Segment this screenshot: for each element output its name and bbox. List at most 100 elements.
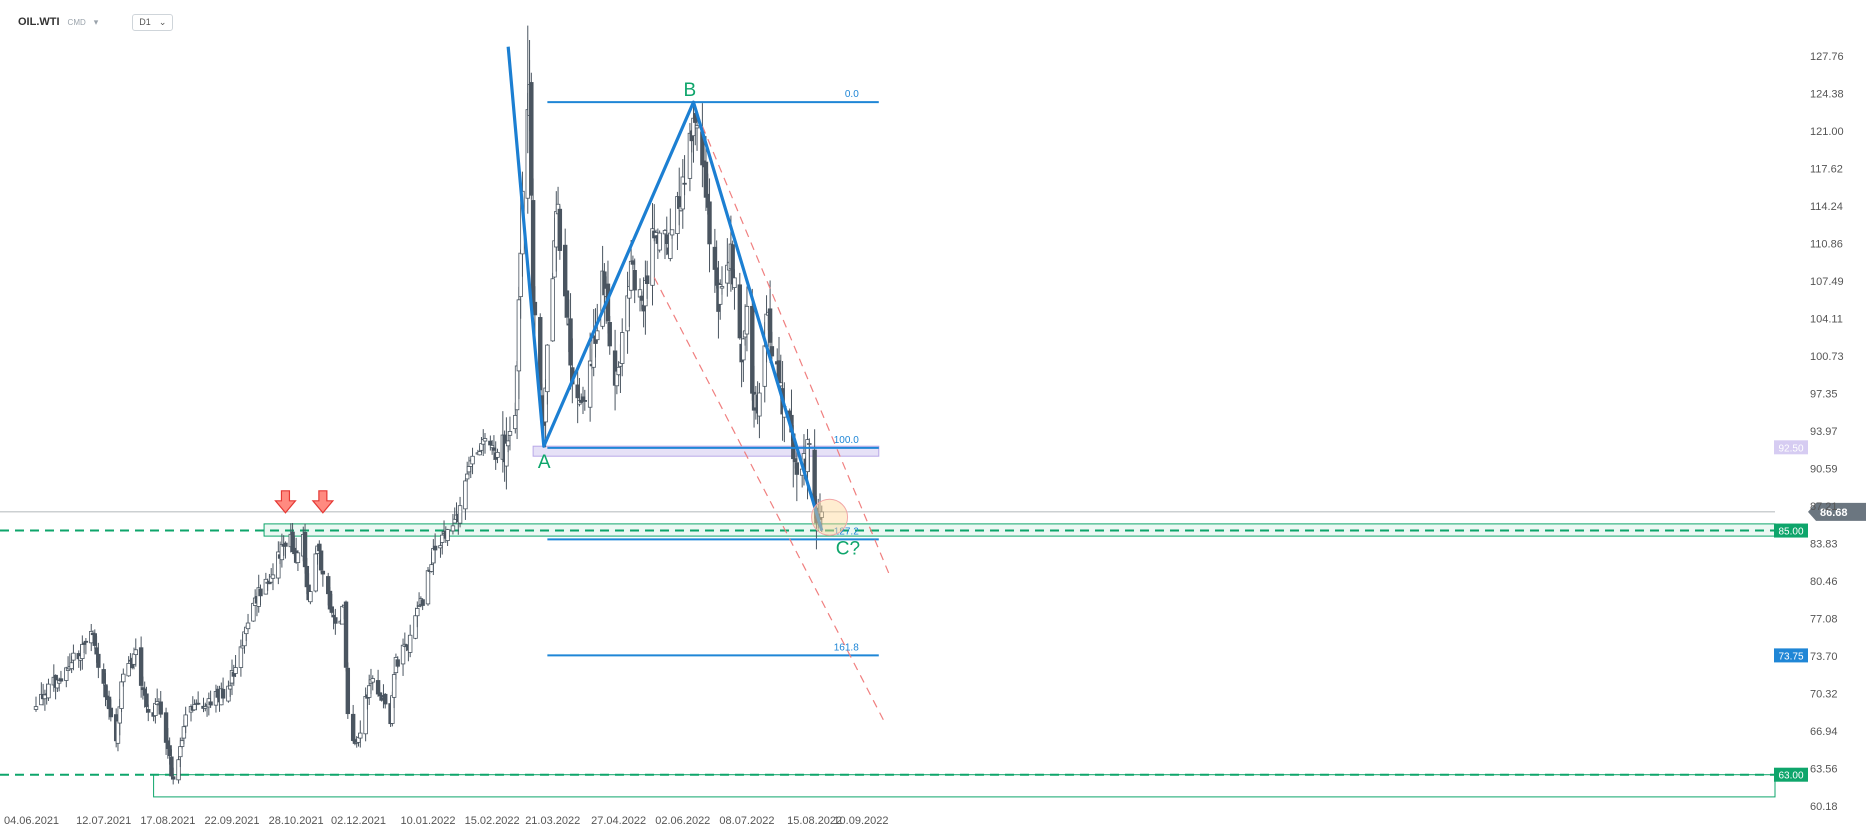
candle-body: [628, 260, 634, 291]
axes: 127.76 124.38 121.00 117.62 114.24 110.86 107.…: [4, 51, 1844, 827]
candle-body: [568, 318, 573, 366]
candle-body: [807, 443, 812, 445]
candle-body: [529, 82, 534, 196]
candle-body: [220, 688, 226, 699]
candle-body: [712, 246, 718, 270]
candle-body: [769, 346, 775, 357]
candle-body: [431, 548, 436, 564]
candle-body: [767, 308, 773, 343]
candle-body: [607, 321, 612, 347]
fib-100-line-label: 100.0: [834, 435, 859, 446]
candle-body: [146, 709, 151, 713]
analysis-overlay: 0.0 100.0 127.2 161.8 A B C? 92.50 85.00 73.75 63.…: [274, 46, 1866, 782]
candle-body: [108, 707, 114, 718]
candle-body: [682, 182, 687, 185]
abc-wave-line: [506, 46, 824, 532]
candle-body: [464, 473, 470, 480]
target-circle: [811, 498, 849, 536]
candle-body: [33, 706, 39, 710]
candle-body: [438, 545, 443, 549]
candle-body: [46, 683, 51, 699]
candle-body: [554, 211, 559, 248]
y-tick-label: 87.21: [1810, 501, 1838, 513]
candle-body: [564, 290, 570, 318]
support-63-zone: [153, 774, 1776, 798]
candle-body: [317, 543, 322, 552]
candle-body: [668, 232, 673, 259]
candle-body: [94, 647, 99, 655]
candle-body: [425, 570, 431, 605]
candle-body: [489, 445, 495, 449]
current-price-badge-text: 86.68: [1820, 507, 1848, 519]
timeframe-select[interactable]: D1 ⌄: [132, 13, 174, 31]
candle-body: [429, 564, 434, 572]
candle-body: [106, 696, 112, 710]
badge-85-text: 85.00: [1778, 527, 1803, 538]
y-tick-label: 110.86: [1810, 239, 1843, 251]
y-tick-label: 121.00: [1810, 126, 1844, 138]
candle-body: [440, 534, 445, 543]
candle-body: [295, 552, 301, 563]
x-tick-label: 08.07.2022: [719, 815, 774, 827]
symbol-label[interactable]: OIL.WTI: [18, 16, 60, 28]
candle-body: [707, 201, 712, 245]
candle-body: [203, 706, 208, 709]
candle-body: [630, 260, 636, 265]
candle-body: [616, 366, 621, 376]
candle-body: [183, 714, 188, 727]
candle-body: [416, 605, 422, 607]
candle-body: [83, 640, 89, 643]
candle-body: [757, 392, 762, 417]
candle-body: [625, 295, 630, 332]
candle-body: [450, 525, 456, 532]
candle-body: [363, 696, 368, 735]
y-tick-label: 63.56: [1810, 763, 1838, 775]
candle-body: [133, 649, 138, 656]
candle-body: [479, 443, 484, 451]
candle-body: [178, 746, 183, 758]
x-tick-label: 21.03.2022: [525, 815, 580, 827]
candle-body: [238, 646, 244, 668]
candle-body: [233, 667, 238, 674]
y-tick-label: 100.73: [1810, 351, 1844, 363]
x-tick-label: 12.07.2021: [76, 815, 131, 827]
candle-body: [812, 449, 817, 506]
candle-body: [42, 694, 48, 700]
candle-body: [64, 667, 69, 681]
y-tick-label: 77.08: [1810, 613, 1838, 625]
candle-body: [195, 702, 201, 705]
candle-body: [331, 614, 336, 618]
down-arrow-icon: [311, 490, 335, 514]
candle-body: [732, 277, 737, 288]
candle-body: [308, 591, 313, 603]
candle-body: [313, 553, 318, 592]
candle-body: [343, 601, 349, 668]
candle-body: [819, 511, 824, 518]
candle-body: [390, 695, 395, 724]
candle-body: [463, 480, 468, 510]
candle-body: [92, 633, 97, 646]
candle-body: [327, 590, 333, 610]
candle-body: [513, 415, 518, 430]
y-tick-label: 70.32: [1810, 688, 1838, 700]
candle-body: [669, 229, 675, 236]
candle-body: [694, 125, 700, 129]
candle-body: [488, 440, 493, 446]
candle-body: [170, 776, 176, 780]
candle-body: [466, 466, 472, 473]
chevron-down-icon[interactable]: ▾: [93, 16, 99, 27]
candle-body: [138, 647, 144, 686]
candle-body: [545, 344, 550, 393]
candle-body: [413, 615, 418, 639]
candle-body: [318, 550, 324, 571]
candle-body: [762, 345, 767, 387]
candle-body: [504, 442, 509, 467]
candle-body: [639, 295, 645, 301]
y-tick-label: 60.18: [1810, 801, 1838, 813]
horizontal-levels: [0, 445, 1776, 798]
candle-body: [518, 252, 523, 298]
candle-body: [719, 286, 725, 289]
x-tick-label: 10.01.2022: [400, 815, 455, 827]
candle-body: [662, 230, 668, 235]
